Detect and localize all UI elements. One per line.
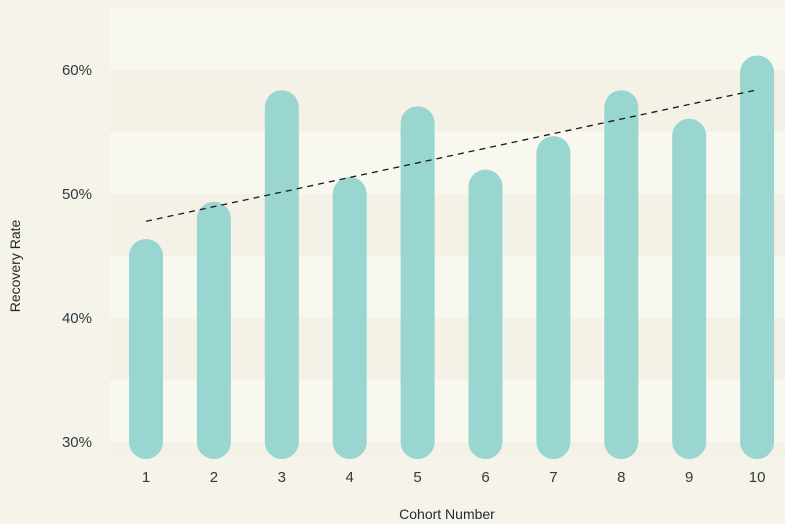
bar-cohort-5 — [400, 106, 435, 459]
trendline — [145, 89, 758, 222]
x-tick-label: 9 — [685, 469, 693, 486]
x-tick-label: 2 — [210, 469, 218, 486]
bar-series — [129, 55, 775, 460]
bar-cohort-6 — [468, 169, 503, 459]
y-tick-label: 40% — [62, 310, 92, 327]
x-tick-label: 7 — [549, 469, 557, 486]
bar-cohort-4 — [332, 177, 367, 459]
bar-cohort-8 — [604, 90, 639, 459]
bar-cohort-9 — [672, 118, 707, 459]
y-axis-title: Recovery Rate — [7, 219, 23, 312]
bar-cohort-10 — [740, 55, 775, 459]
x-tick-label: 3 — [278, 469, 286, 486]
x-tick-label: 6 — [481, 469, 489, 486]
bar-cohort-1 — [129, 239, 163, 459]
y-axis-ticks: 30% 40% 50% 60% — [62, 62, 92, 451]
x-axis-title: Cohort Number — [399, 506, 495, 522]
plot-band — [110, 8, 785, 70]
trendline-group — [145, 89, 758, 222]
y-tick-label: 30% — [62, 434, 92, 451]
y-tick-label: 60% — [62, 62, 92, 79]
x-tick-label: 1 — [142, 469, 150, 486]
x-tick-label: 4 — [346, 469, 354, 486]
bar-cohort-7 — [536, 136, 571, 459]
y-tick-label: 50% — [62, 186, 92, 203]
bar-cohort-2 — [196, 201, 231, 460]
x-axis-ticks: 1 2 3 4 5 6 7 8 9 10 — [142, 469, 766, 486]
bar-cohort-3 — [264, 90, 299, 459]
x-tick-label: 5 — [413, 469, 421, 486]
plot-band — [110, 70, 785, 132]
x-tick-label: 10 — [749, 469, 766, 486]
x-tick-label: 8 — [617, 469, 625, 486]
